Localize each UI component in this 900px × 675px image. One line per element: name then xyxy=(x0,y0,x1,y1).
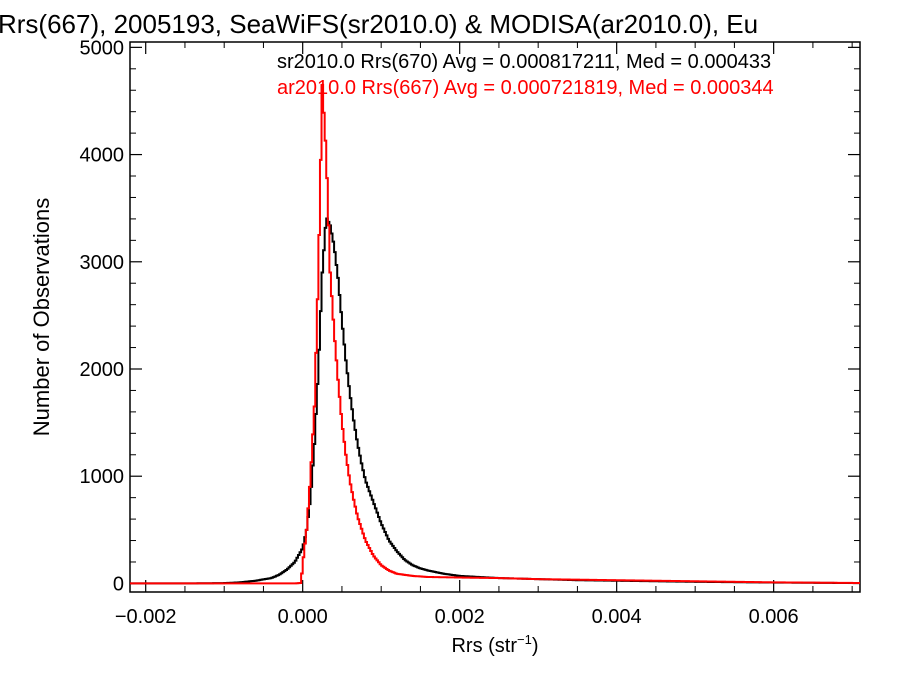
y-tick-label: 2000 xyxy=(80,359,125,381)
x-tick-label: −0.002 xyxy=(115,606,177,628)
y-tick-label: 1000 xyxy=(80,466,125,488)
x-axis-label-end: ) xyxy=(532,635,539,657)
x-axis: −0.002 0.000 0.002 0.004 0.006 xyxy=(115,42,853,628)
y-axis: 0 1000 2000 3000 4000 5000 xyxy=(80,37,860,595)
series-line-0 xyxy=(130,217,860,585)
x-tick-label: 0.002 xyxy=(435,606,485,628)
y-tick-label: 5000 xyxy=(80,37,125,59)
legend-entry-0: sr2010.0 Rrs(670) Avg = 0.000817211, Med… xyxy=(277,51,771,73)
series-line-1 xyxy=(130,83,860,585)
y-tick-label: 0 xyxy=(113,573,124,595)
x-axis-label: Rrs (str−1) xyxy=(451,632,538,657)
series-layer xyxy=(130,83,860,585)
x-tick-label: 0.006 xyxy=(749,606,799,628)
plot-frame xyxy=(129,41,861,593)
y-axis-label: Number of Observations xyxy=(29,198,54,436)
chart-title: Rrs(667), 2005193, SeaWiFS(sr2010.0) & M… xyxy=(0,9,758,39)
x-axis-label-superscript: −1 xyxy=(517,632,532,647)
y-tick-label: 4000 xyxy=(80,145,125,167)
x-tick-label: 0.004 xyxy=(592,606,642,628)
legend-entry-1: ar2010.0 Rrs(667) Avg = 0.000721819, Med… xyxy=(277,77,774,99)
x-axis-label-main: Rrs (str xyxy=(451,635,517,657)
x-tick-label: 0.000 xyxy=(278,606,328,628)
y-tick-label: 3000 xyxy=(80,252,125,274)
